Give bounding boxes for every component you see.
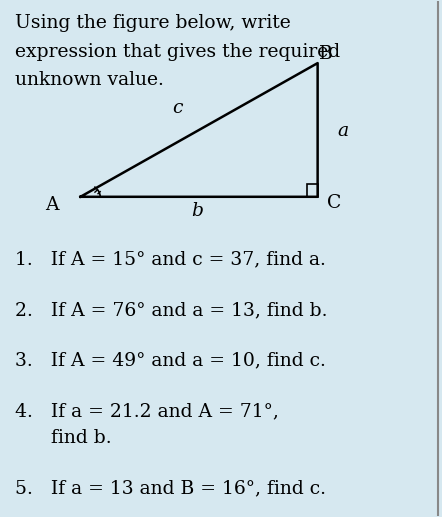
Text: a: a [338,122,349,140]
Text: b: b [191,202,203,220]
Text: C: C [327,194,342,212]
Bar [307,184,318,197]
Text: c: c [172,99,183,117]
Text: A: A [45,195,59,214]
Text: expression that gives the required: expression that gives the required [15,42,340,60]
Text: 2.   If A = 76° and a = 13, find b.: 2. If A = 76° and a = 13, find b. [15,301,327,319]
Text: 4.   If a = 21.2 and A = 71°,: 4. If a = 21.2 and A = 71°, [15,402,278,420]
Text: find b.: find b. [15,429,111,447]
Text: unknown value.: unknown value. [15,71,164,89]
Text: 3.   If A = 49° and a = 10, find c.: 3. If A = 49° and a = 10, find c. [15,352,325,370]
Text: Using the figure below, write: Using the figure below, write [15,14,290,32]
Text: 5.   If a = 13 and B = 16°, find c.: 5. If a = 13 and B = 16°, find c. [15,479,326,497]
Text: 1.   If A = 15° and c = 37, find a.: 1. If A = 15° and c = 37, find a. [15,251,325,269]
Text: B: B [319,45,332,63]
